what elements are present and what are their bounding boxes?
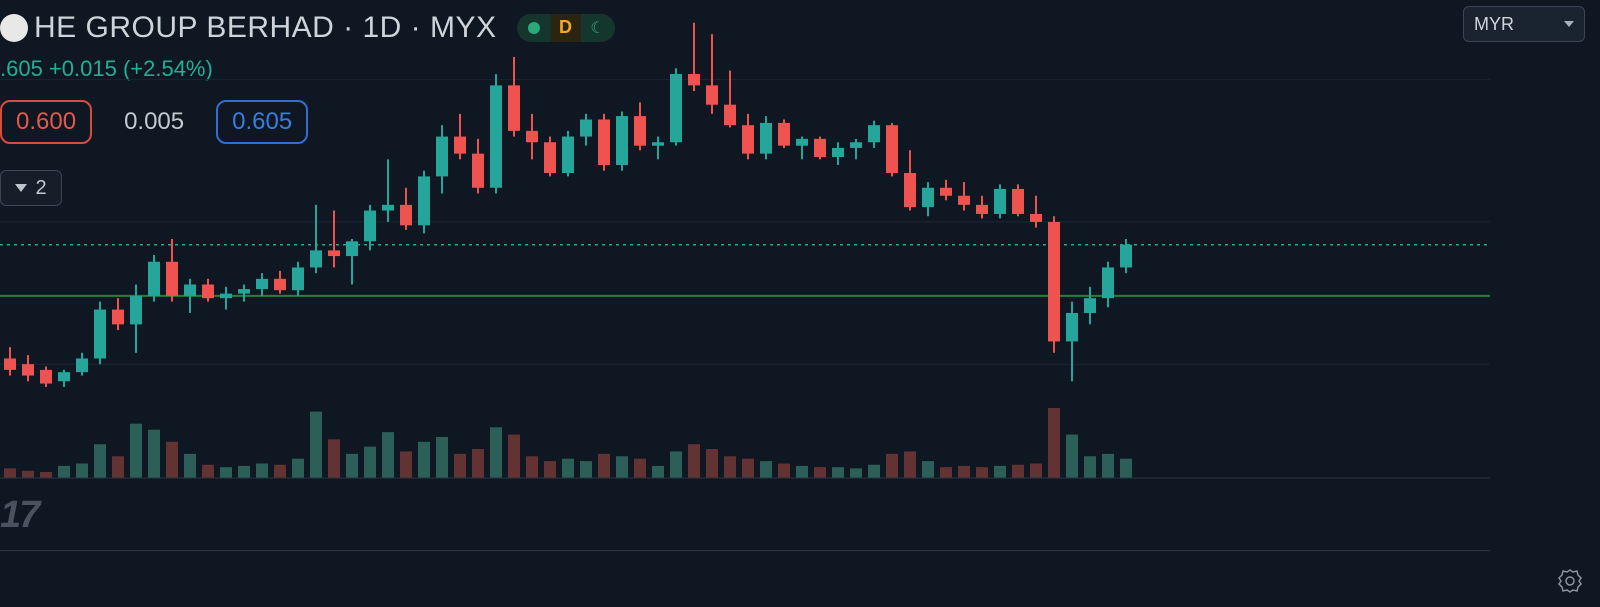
time-axis[interactable] bbox=[0, 550, 1490, 607]
tradingview-logo: 17 bbox=[0, 494, 38, 537]
chart-settings-gear-icon[interactable] bbox=[1558, 569, 1582, 593]
price-chart-canvas[interactable] bbox=[0, 0, 1490, 530]
trading-chart-screen: { "header": { "symbol_title": "HE GROUP … bbox=[0, 0, 1600, 607]
price-axis[interactable] bbox=[1490, 0, 1600, 530]
